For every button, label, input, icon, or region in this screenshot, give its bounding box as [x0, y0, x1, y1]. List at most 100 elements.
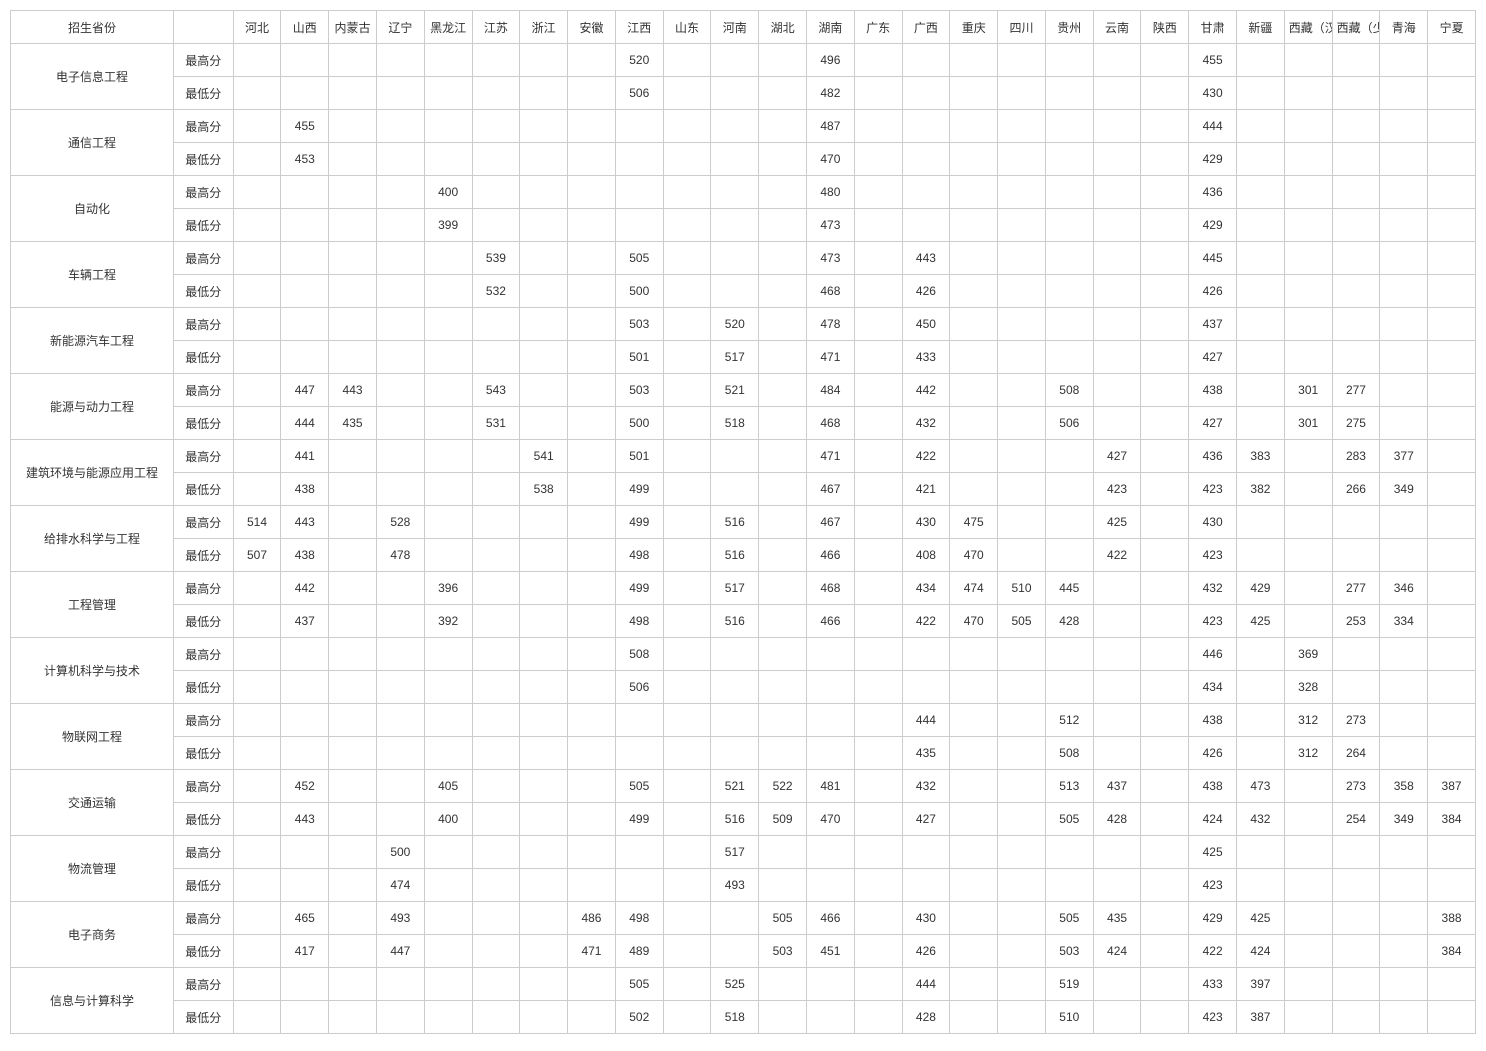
score-cell: [1380, 242, 1428, 275]
major-name-cell: 电子信息工程: [11, 44, 174, 110]
score-cell: [520, 770, 568, 803]
score-cell: [424, 671, 472, 704]
score-cell: [950, 341, 998, 374]
score-type-cell: 最低分: [173, 77, 233, 110]
score-cell: 487: [806, 110, 854, 143]
score-cell: [233, 836, 281, 869]
score-cell: [1332, 275, 1380, 308]
score-cell: [233, 143, 281, 176]
score-cell: [1141, 605, 1189, 638]
score-cell: 254: [1332, 803, 1380, 836]
score-cell: [998, 737, 1046, 770]
score-cell: [376, 110, 424, 143]
score-cell: [376, 242, 424, 275]
score-cell: 424: [1093, 935, 1141, 968]
score-cell: [1045, 638, 1093, 671]
score-cell: 349: [1380, 473, 1428, 506]
score-cell: [759, 77, 807, 110]
score-cell: [472, 77, 520, 110]
score-cell: [663, 737, 711, 770]
score-cell: 478: [376, 539, 424, 572]
score-cell: 426: [1189, 275, 1237, 308]
score-cell: [1045, 308, 1093, 341]
score-cell: [950, 473, 998, 506]
score-cell: [998, 176, 1046, 209]
score-cell: 486: [568, 902, 616, 935]
score-cell: [902, 209, 950, 242]
score-cell: [1380, 275, 1428, 308]
score-cell: [1284, 209, 1332, 242]
score-cell: [1428, 242, 1476, 275]
score-cell: 539: [472, 242, 520, 275]
score-cell: [1284, 836, 1332, 869]
score-cell: [1141, 407, 1189, 440]
score-cell: [1380, 77, 1428, 110]
score-cell: [854, 242, 902, 275]
score-cell: [854, 473, 902, 506]
score-cell: 266: [1332, 473, 1380, 506]
score-cell: [281, 737, 329, 770]
score-cell: 465: [281, 902, 329, 935]
score-cell: [520, 242, 568, 275]
table-row: 最低分474493423: [11, 869, 1476, 902]
score-cell: [1093, 1001, 1141, 1034]
score-cell: [1332, 539, 1380, 572]
score-cell: 455: [1189, 44, 1237, 77]
score-cell: [950, 935, 998, 968]
score-cell: [1045, 440, 1093, 473]
score-cell: 442: [281, 572, 329, 605]
score-type-cell: 最高分: [173, 836, 233, 869]
score-cell: [998, 803, 1046, 836]
score-cell: [998, 143, 1046, 176]
score-cell: [663, 506, 711, 539]
score-cell: [998, 374, 1046, 407]
score-cell: [520, 869, 568, 902]
score-cell: [233, 176, 281, 209]
score-cell: [568, 968, 616, 1001]
score-cell: 425: [1093, 506, 1141, 539]
score-cell: 516: [711, 539, 759, 572]
score-cell: 444: [902, 704, 950, 737]
score-cell: 426: [902, 275, 950, 308]
score-cell: 397: [1237, 968, 1285, 1001]
score-cell: [233, 671, 281, 704]
score-cell: [1141, 209, 1189, 242]
score-cell: 396: [424, 572, 472, 605]
score-cell: 521: [711, 374, 759, 407]
score-cell: [568, 539, 616, 572]
score-cell: [1093, 836, 1141, 869]
score-cell: [1284, 242, 1332, 275]
score-cell: 312: [1284, 737, 1332, 770]
score-cell: [1428, 539, 1476, 572]
score-cell: [1141, 506, 1189, 539]
score-cell: [1141, 143, 1189, 176]
score-cell: 444: [902, 968, 950, 1001]
score-cell: [233, 572, 281, 605]
score-cell: [1380, 869, 1428, 902]
score-cell: [233, 605, 281, 638]
score-cell: [711, 671, 759, 704]
score-cell: 493: [711, 869, 759, 902]
score-cell: [329, 44, 377, 77]
score-cell: [568, 803, 616, 836]
score-cell: 432: [902, 407, 950, 440]
score-cell: [806, 737, 854, 770]
score-cell: 423: [1189, 473, 1237, 506]
score-cell: [998, 1001, 1046, 1034]
score-cell: 516: [711, 605, 759, 638]
score-cell: 423: [1189, 605, 1237, 638]
score-cell: 505: [1045, 803, 1093, 836]
score-cell: [520, 341, 568, 374]
score-cell: [854, 308, 902, 341]
score-cell: [472, 440, 520, 473]
score-type-cell: 最高分: [173, 902, 233, 935]
score-cell: [806, 836, 854, 869]
table-row: 自动化最高分400480436: [11, 176, 1476, 209]
table-row: 建筑环境与能源应用工程最高分44154150147142242743638328…: [11, 440, 1476, 473]
score-cell: [806, 1001, 854, 1034]
score-cell: [806, 968, 854, 1001]
score-cell: [1428, 704, 1476, 737]
score-cell: [472, 737, 520, 770]
score-cell: 450: [902, 308, 950, 341]
score-cell: 498: [615, 605, 663, 638]
